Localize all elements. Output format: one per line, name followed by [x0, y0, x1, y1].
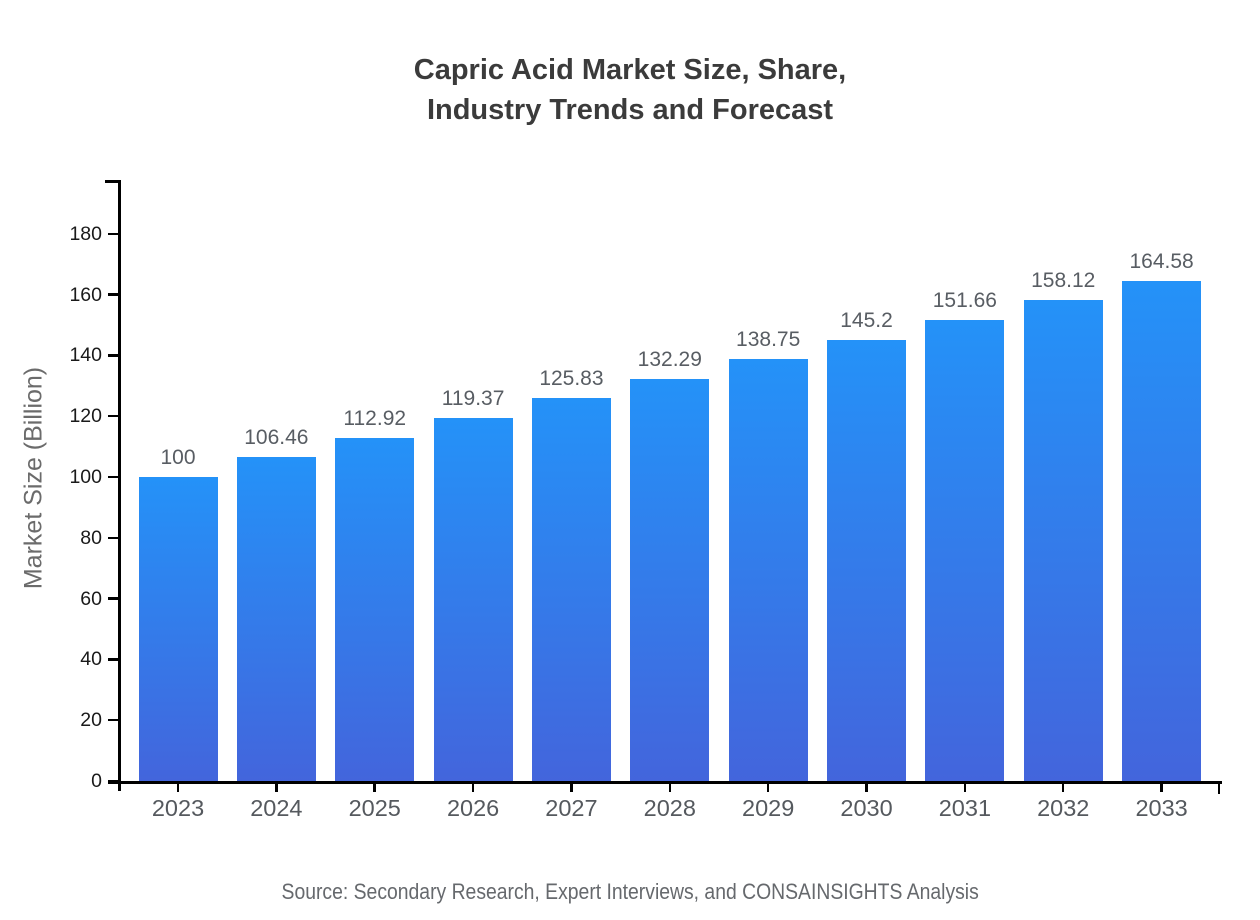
y-tick-label: 60	[80, 587, 102, 610]
bar-value-label: 145.2	[840, 308, 893, 332]
y-tick	[108, 536, 118, 540]
bar-value-label: 125.83	[539, 367, 604, 391]
y-tick	[108, 658, 118, 661]
y-tick-label: 20	[80, 709, 102, 732]
y-tick	[108, 232, 118, 236]
y-tick	[108, 354, 118, 357]
plot-area: 0 20 40 60 80 100 120 140 160 180 100 2023 106.46 202…	[69, 180, 1222, 821]
bar-2027	[531, 398, 611, 781]
bar-2030	[827, 339, 907, 781]
x-tick	[471, 783, 475, 792]
y-tick-label: 120	[69, 405, 102, 428]
y-tick-label: 100	[69, 466, 102, 489]
x-tick	[1061, 783, 1065, 792]
x-tick	[176, 783, 180, 792]
bar-value-label: 158.12	[1031, 269, 1096, 293]
y-tick-label: 80	[80, 526, 102, 549]
source-text: Source: Secondary Research, Expert Inter…	[281, 879, 979, 904]
bar-2024	[236, 457, 316, 781]
x-tick	[766, 783, 770, 792]
x-tick-label: 2025	[348, 795, 401, 821]
x-tick	[963, 783, 967, 792]
bar-value-label: 164.58	[1129, 249, 1194, 273]
bar-value-label: 100	[160, 446, 196, 470]
x-tick-label: 2030	[840, 795, 893, 821]
y-tick-label: 0	[91, 770, 102, 792]
x-tick	[570, 783, 573, 792]
bar-value-label: 106.46	[244, 426, 309, 450]
x-tick-label: 2027	[545, 795, 598, 821]
bar-2023	[138, 477, 218, 781]
x-tick-label: 2033	[1135, 795, 1188, 821]
bar-2033	[1122, 280, 1202, 781]
y-axis-line	[118, 180, 121, 791]
x-tick-label: 2026	[446, 795, 500, 821]
x-tick-label: 2031	[938, 795, 992, 821]
y-tick-label: 160	[69, 283, 102, 306]
bar-2026	[433, 418, 513, 781]
bar-value-label: 132.29	[637, 347, 702, 371]
x-axis-end-cap	[1217, 783, 1220, 794]
y-tick	[108, 718, 118, 722]
bar-2032	[1023, 300, 1103, 781]
bar-2031	[925, 319, 1005, 781]
x-tick-label: 2024	[250, 795, 303, 821]
x-tick	[668, 783, 672, 792]
x-tick-label: 2029	[742, 795, 795, 821]
x-tick-label: 2032	[1037, 795, 1090, 821]
y-tick-label: 40	[80, 648, 102, 671]
y-tick	[108, 475, 118, 479]
bar-value-label: 151.66	[932, 288, 997, 312]
x-tick	[275, 783, 278, 792]
x-tick	[373, 783, 376, 792]
chart-title: Capric Acid Market Size, Share, Industry…	[413, 54, 847, 126]
x-tick-label: 2028	[643, 795, 696, 821]
y-tick-label: 180	[69, 222, 102, 245]
y-axis-top-cap	[105, 180, 118, 183]
x-axis-line	[108, 781, 1222, 784]
source-caption: Source: Secondary Research, Expert Inter…	[0, 879, 1260, 905]
bar-2029	[728, 359, 808, 781]
y-tick	[108, 293, 118, 296]
y-tick	[108, 597, 118, 600]
y-tick-label: 140	[69, 344, 102, 367]
x-tick	[1160, 783, 1163, 792]
bar-value-label: 119.37	[441, 387, 505, 411]
x-tick-label: 2023	[151, 795, 205, 821]
bar-2028	[630, 378, 710, 781]
y-tick	[108, 779, 118, 783]
bar-value-label: 112.92	[343, 406, 407, 430]
y-tick	[108, 414, 118, 418]
x-tick	[865, 783, 868, 792]
bar-value-label: 138.75	[736, 328, 801, 352]
bar-2025	[335, 437, 415, 781]
